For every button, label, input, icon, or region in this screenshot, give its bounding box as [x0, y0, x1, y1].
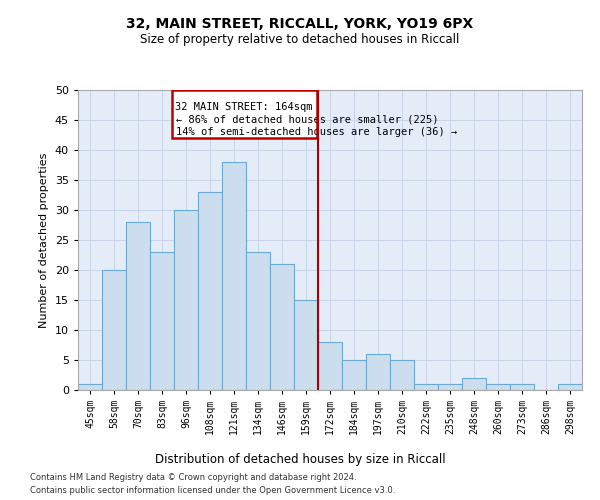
Bar — [510, 384, 534, 390]
Text: 14% of semi-detached houses are larger (36) →: 14% of semi-detached houses are larger (… — [176, 127, 458, 137]
Bar — [318, 342, 342, 390]
Text: Contains HM Land Registry data © Crown copyright and database right 2024.: Contains HM Land Registry data © Crown c… — [30, 472, 356, 482]
Bar — [486, 384, 510, 390]
Bar — [294, 300, 318, 390]
Bar — [246, 252, 270, 390]
Text: ← 86% of detached houses are smaller (225): ← 86% of detached houses are smaller (22… — [176, 114, 439, 124]
Bar — [558, 384, 582, 390]
Bar — [126, 222, 150, 390]
Bar — [150, 252, 174, 390]
Bar — [366, 354, 390, 390]
Bar — [78, 384, 102, 390]
Bar — [222, 162, 246, 390]
Text: Contains public sector information licensed under the Open Government Licence v3: Contains public sector information licen… — [30, 486, 395, 495]
Bar — [390, 360, 414, 390]
Text: 32, MAIN STREET, RICCALL, YORK, YO19 6PX: 32, MAIN STREET, RICCALL, YORK, YO19 6PX — [127, 18, 473, 32]
Bar — [270, 264, 294, 390]
Text: 32 MAIN STREET: 164sqm: 32 MAIN STREET: 164sqm — [175, 102, 313, 112]
Bar — [198, 192, 222, 390]
Bar — [174, 210, 198, 390]
Bar — [438, 384, 462, 390]
Bar — [342, 360, 366, 390]
Text: Distribution of detached houses by size in Riccall: Distribution of detached houses by size … — [155, 452, 445, 466]
Text: Size of property relative to detached houses in Riccall: Size of property relative to detached ho… — [140, 32, 460, 46]
Bar — [462, 378, 486, 390]
Bar — [102, 270, 126, 390]
Y-axis label: Number of detached properties: Number of detached properties — [39, 152, 49, 328]
Bar — [414, 384, 438, 390]
Bar — [172, 90, 317, 138]
